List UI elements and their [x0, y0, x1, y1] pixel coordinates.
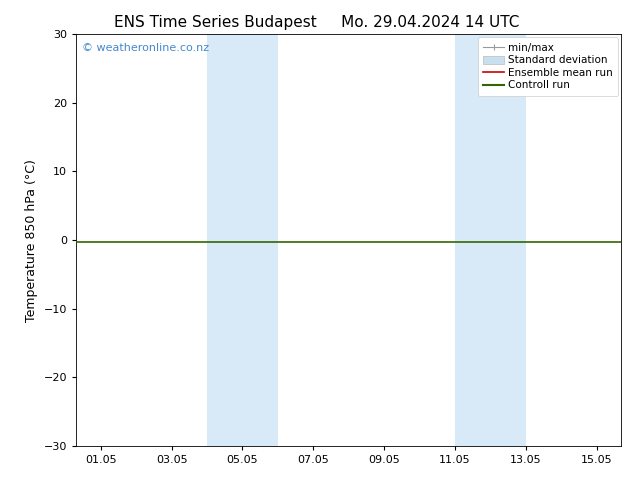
Text: © weatheronline.co.nz: © weatheronline.co.nz: [82, 43, 209, 52]
Bar: [207, 34, 278, 446]
Bar: [455, 34, 526, 446]
Text: ENS Time Series Budapest     Mo. 29.04.2024 14 UTC: ENS Time Series Budapest Mo. 29.04.2024 …: [114, 15, 520, 30]
Legend: min/max, Standard deviation, Ensemble mean run, Controll run: min/max, Standard deviation, Ensemble me…: [478, 37, 618, 96]
Y-axis label: Temperature 850 hPa (°C): Temperature 850 hPa (°C): [25, 159, 38, 321]
